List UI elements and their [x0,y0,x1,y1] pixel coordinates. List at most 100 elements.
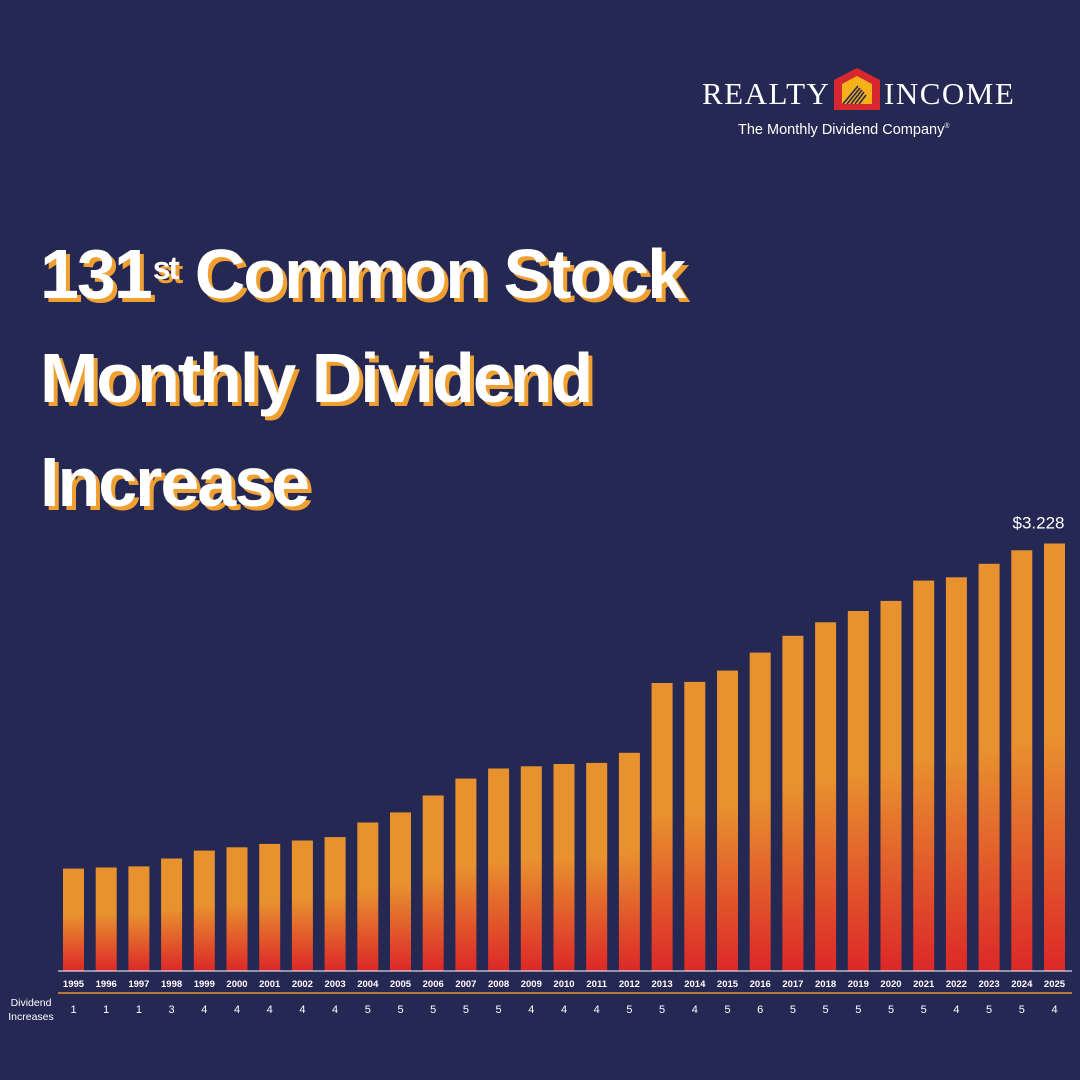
bar-2025 [1044,543,1065,971]
dividend-increase-count-2000: 4 [234,1004,240,1016]
dividend-increase-count-2023: 5 [986,1004,992,1016]
registered-mark: ® [944,123,950,131]
dividend-increase-count-2006: 5 [430,1004,436,1016]
bar-2009 [520,766,542,972]
year-label-1998: 1998 [161,979,182,990]
bar-2020 [880,600,902,971]
value-label: $3.228 [1013,514,1065,533]
year-label-2016: 2016 [750,979,771,990]
bar-2019 [847,611,869,971]
headline-line3: Increase [40,443,310,521]
dividend-bar-chart: 1995 1996 1997 1998 1999 2000 2001 2002 2003 2004… [8,514,1072,1023]
year-label-2005: 2005 [390,979,412,990]
dividend-increase-count-2020: 5 [888,1004,894,1016]
bar-2024 [1011,550,1033,972]
dividend-increase-count-2010: 4 [561,1004,567,1016]
brand-name-left: REALTY [702,76,831,111]
row-label-line2: Increases [8,1011,54,1023]
year-label-1996: 1996 [96,979,117,990]
bar-2017 [782,635,804,972]
bar-2001 [259,843,281,971]
bar-2008 [488,768,510,971]
dividend-increase-count-2013: 5 [659,1004,665,1016]
year-label-2019: 2019 [848,979,869,990]
dividend-increase-count-2005: 5 [397,1004,403,1016]
bar-2015 [717,670,738,971]
dividend-increase-count-1997: 1 [136,1004,142,1016]
bar-2003 [324,837,346,971]
bar-2016 [749,652,771,971]
year-label-2018: 2018 [815,979,836,990]
dividend-increase-count-2012: 5 [626,1004,632,1016]
dividend-increase-count-2007: 5 [463,1004,469,1016]
year-label-2015: 2015 [717,979,739,990]
year-label-2002: 2002 [292,979,313,990]
year-label-2011: 2011 [586,979,607,990]
year-label-2007: 2007 [455,979,476,990]
year-label-1995: 1995 [63,979,85,990]
bar-1998 [161,858,183,971]
bar-2005 [390,812,411,971]
bar-2000 [226,847,248,972]
headline-ordinal-suffix: st [152,250,179,286]
year-label-2020: 2020 [880,979,901,990]
year-labels-group: 1995 1996 1997 1998 1999 2000 2001 2002 2003 2004… [63,979,1066,990]
dividend-increase-count-1996: 1 [103,1004,109,1016]
bar-1996 [95,867,117,971]
dividend-increase-count-2018: 5 [823,1004,829,1016]
dividend-increase-count-2008: 5 [496,1004,502,1016]
dividend-increase-count-2003: 4 [332,1004,338,1016]
bar-2007 [455,778,477,971]
dividend-increase-count-2017: 5 [790,1004,796,1016]
row-label-line1: Dividend [11,997,52,1009]
dividend-increase-count-2021: 5 [921,1004,927,1016]
bar-2004 [357,822,379,971]
headline: 131st Common Stock Monthly Dividend Incr… [40,222,686,534]
year-label-1997: 1997 [128,979,149,990]
bar-2021 [913,580,935,971]
year-label-2008: 2008 [488,979,509,990]
year-label-2006: 2006 [423,979,444,990]
headline-number: 131 [40,235,153,313]
dividend-increase-count-2016: 6 [757,1004,763,1016]
realty-income-logo: REALTY INCOME The Monthly Dividend Compa… [700,64,1030,144]
bar-2010 [553,764,575,971]
dividend-increase-count-2024: 5 [1019,1004,1025,1016]
year-label-2012: 2012 [619,979,640,990]
bar-2006 [422,795,444,971]
dividend-increase-count-2001: 4 [267,1004,273,1016]
tagline: The Monthly Dividend Company® [738,122,950,138]
headline-line2: Monthly Dividend [40,339,593,417]
dividend-increase-count-2022: 4 [953,1004,959,1016]
year-label-2021: 2021 [913,979,935,990]
count-labels-group: 1 1 1 3 4 4 4 4 4 5 5 5 5 5 4 4 4 5 5 4 5 6 5 5 5 5 5 4 5 5 4 [70,1004,1057,1016]
bar-2012 [618,752,640,972]
dividend-increase-count-2002: 4 [299,1004,305,1016]
year-label-2025: 2025 [1044,979,1066,990]
year-label-2000: 2000 [226,979,247,990]
dividend-increase-count-2009: 4 [528,1004,534,1016]
dividend-increase-count-2014: 4 [692,1004,698,1016]
headline-line1-rest: Common Stock [177,235,686,313]
bars-group [63,543,1065,972]
bar-2014 [684,681,706,971]
year-label-1999: 1999 [194,979,215,990]
year-label-2014: 2014 [684,979,706,990]
dividend-increase-count-1995: 1 [70,1004,76,1016]
year-label-2003: 2003 [325,979,346,990]
bar-1997 [128,866,150,971]
year-label-2013: 2013 [652,979,673,990]
year-label-2009: 2009 [521,979,542,990]
brand-name-right: INCOME [884,76,1016,111]
year-label-2001: 2001 [259,979,281,990]
dividend-increase-count-2015: 5 [724,1004,730,1016]
year-label-2023: 2023 [979,979,1000,990]
tagline-text: The Monthly Dividend Company [738,122,945,138]
bar-2002 [291,840,313,971]
bar-2022 [945,577,967,972]
year-label-2022: 2022 [946,979,967,990]
year-label-2010: 2010 [553,979,574,990]
dividend-increase-count-2004: 5 [365,1004,371,1016]
house-logo-icon [834,68,880,110]
bar-2011 [586,762,608,971]
